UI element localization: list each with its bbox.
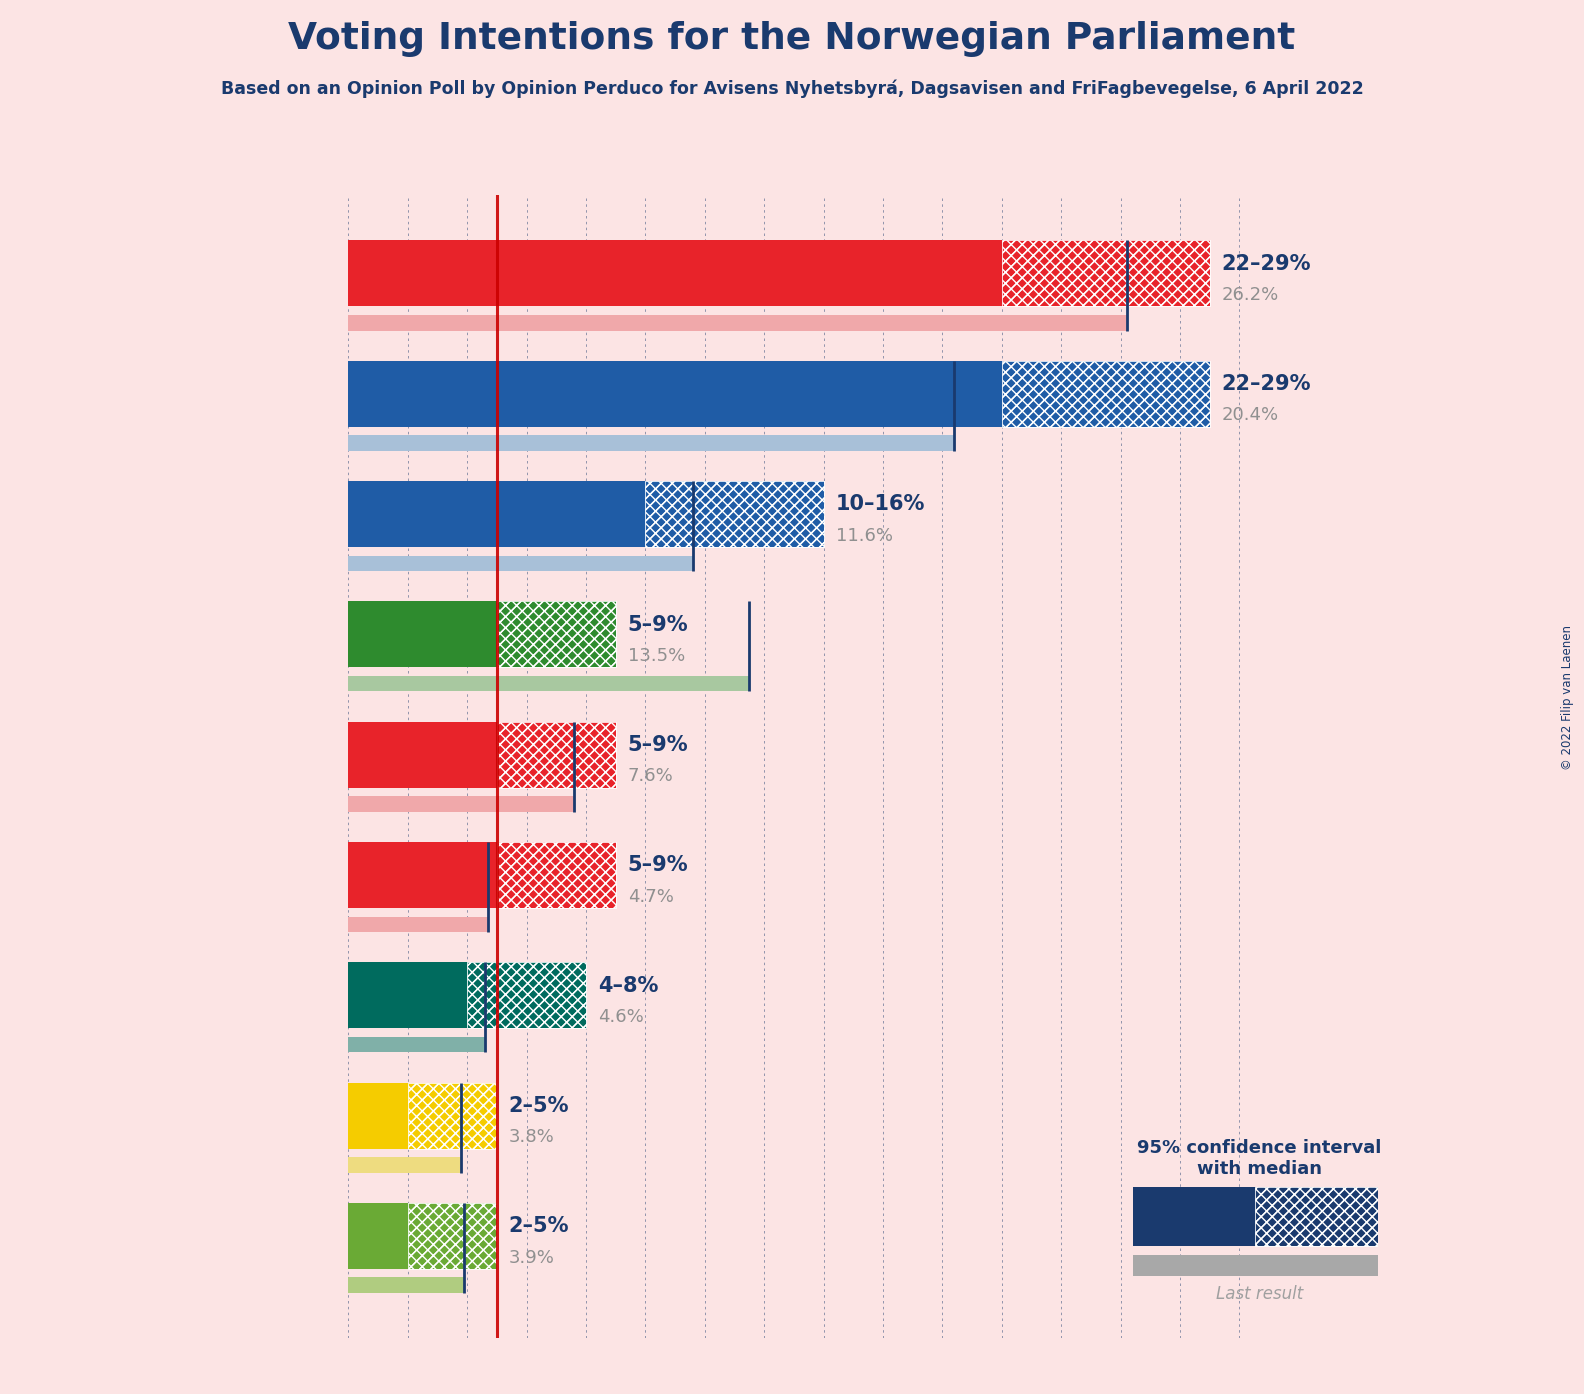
Bar xyxy=(348,916,488,933)
Text: 11.6%: 11.6% xyxy=(836,527,892,545)
Bar xyxy=(497,842,616,907)
Bar xyxy=(409,1203,497,1269)
Text: 7.6%: 7.6% xyxy=(627,767,673,785)
Bar xyxy=(497,722,616,788)
Text: 4.7%: 4.7% xyxy=(627,888,673,906)
Bar xyxy=(348,361,1001,427)
Bar xyxy=(1001,240,1210,307)
Bar xyxy=(1133,1188,1255,1246)
Bar xyxy=(348,481,646,546)
Bar xyxy=(467,962,586,1029)
Text: 22–29%: 22–29% xyxy=(1221,254,1312,273)
Bar xyxy=(646,481,824,546)
Bar xyxy=(348,842,497,907)
Text: 3.9%: 3.9% xyxy=(508,1249,554,1267)
Bar xyxy=(409,1203,497,1269)
Bar xyxy=(348,722,497,788)
Bar xyxy=(348,1083,409,1149)
Bar xyxy=(497,722,616,788)
Bar xyxy=(348,796,575,811)
Text: 5–9%: 5–9% xyxy=(627,856,689,875)
Text: © 2022 Filip van Laenen: © 2022 Filip van Laenen xyxy=(1562,625,1574,769)
Bar xyxy=(348,601,497,668)
Bar xyxy=(1001,361,1210,427)
Bar xyxy=(348,676,749,691)
Text: 4–8%: 4–8% xyxy=(599,976,659,995)
Bar xyxy=(409,1083,497,1149)
Text: 20.4%: 20.4% xyxy=(1221,407,1278,424)
Bar xyxy=(497,722,616,788)
Bar xyxy=(497,601,616,668)
Bar xyxy=(409,1083,497,1149)
Text: 3.8%: 3.8% xyxy=(508,1128,554,1146)
Bar xyxy=(497,601,616,668)
Bar xyxy=(497,601,616,668)
Bar xyxy=(1255,1188,1378,1246)
Text: 13.5%: 13.5% xyxy=(627,647,684,665)
Bar xyxy=(497,842,616,907)
Bar xyxy=(467,962,586,1029)
Bar xyxy=(1255,1188,1378,1246)
Bar xyxy=(348,435,954,450)
Bar xyxy=(409,1203,497,1269)
Bar xyxy=(1133,1255,1378,1278)
Bar xyxy=(348,315,1126,330)
Bar xyxy=(467,962,586,1029)
Text: Last result: Last result xyxy=(1215,1285,1304,1303)
Bar xyxy=(348,556,694,572)
Text: 2–5%: 2–5% xyxy=(508,1096,569,1117)
Bar xyxy=(348,1277,464,1294)
Text: 26.2%: 26.2% xyxy=(1221,286,1278,304)
Text: 10–16%: 10–16% xyxy=(836,495,925,514)
Bar xyxy=(497,842,616,907)
Text: 22–29%: 22–29% xyxy=(1221,374,1312,395)
Bar xyxy=(646,481,824,546)
Text: 95% confidence interval
with median: 95% confidence interval with median xyxy=(1137,1139,1381,1178)
Bar xyxy=(646,481,824,546)
Bar xyxy=(1001,240,1210,307)
Bar xyxy=(1001,361,1210,427)
Bar xyxy=(409,1083,497,1149)
Bar xyxy=(348,1157,461,1172)
Text: 2–5%: 2–5% xyxy=(508,1217,569,1236)
Text: Voting Intentions for the Norwegian Parliament: Voting Intentions for the Norwegian Parl… xyxy=(288,21,1296,57)
Bar xyxy=(348,1203,409,1269)
Bar xyxy=(348,240,1001,307)
Bar xyxy=(348,1037,485,1052)
Bar xyxy=(1001,361,1210,427)
Text: 5–9%: 5–9% xyxy=(627,615,689,634)
Text: 4.6%: 4.6% xyxy=(599,1008,643,1026)
Bar xyxy=(348,962,467,1029)
Bar xyxy=(1255,1188,1378,1246)
Text: Based on an Opinion Poll by Opinion Perduco for Avisens Nyhetsbyrá, Dagsavisen : Based on an Opinion Poll by Opinion Perd… xyxy=(220,79,1364,98)
Text: 5–9%: 5–9% xyxy=(627,735,689,756)
Bar xyxy=(1001,240,1210,307)
